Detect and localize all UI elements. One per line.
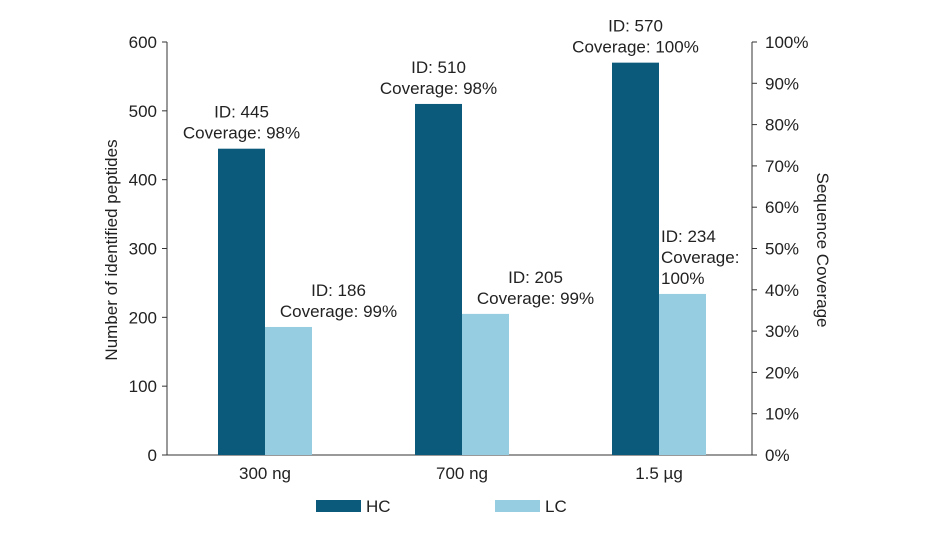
x-tick-label: 700 ng	[436, 464, 488, 483]
y2-tick-label: 30%	[765, 322, 799, 341]
bar-hc	[218, 148, 265, 456]
y2-tick-label: 20%	[765, 363, 799, 382]
y-tick-label: 600	[129, 33, 157, 52]
data-label: Coverage: 98%	[183, 124, 300, 143]
y-tick-label: 100	[129, 377, 157, 396]
data-label: ID: 205	[508, 268, 563, 287]
legend-label: HC	[366, 497, 391, 516]
legend-label: LC	[545, 497, 567, 516]
y-tick-label: 0	[148, 446, 157, 465]
y2-tick-label: 80%	[765, 116, 799, 135]
y2-axis-label: Sequence Coverage	[813, 172, 832, 327]
data-label: ID: 445	[214, 103, 269, 122]
y-tick-label: 200	[129, 308, 157, 327]
x-tick-label: 300 ng	[239, 464, 291, 483]
y2-tick-label: 100%	[765, 33, 808, 52]
y2-tick-label: 40%	[765, 281, 799, 300]
y-tick-label: 300	[129, 240, 157, 259]
y2-tick-label: 60%	[765, 198, 799, 217]
y2-tick-label: 10%	[765, 405, 799, 424]
y2-tick-label: 70%	[765, 157, 799, 176]
x-tick-label: 1.5 µg	[635, 464, 683, 483]
data-label: Coverage: 100%	[572, 38, 699, 57]
data-label: 100%	[661, 269, 704, 288]
data-label: Coverage: 98%	[380, 79, 497, 98]
data-label: ID: 570	[608, 17, 663, 36]
data-label: ID: 186	[311, 281, 366, 300]
data-label: ID: 510	[411, 58, 466, 77]
y2-tick-label: 50%	[765, 240, 799, 259]
bar-lc	[659, 293, 706, 455]
bar-lc	[265, 326, 312, 455]
legend-swatch-hc	[316, 500, 361, 512]
bar-lc	[462, 313, 509, 455]
y-tick-label: 400	[129, 171, 157, 190]
data-label: Coverage: 99%	[280, 302, 397, 321]
data-label: ID: 234	[661, 227, 716, 246]
bar-hc	[415, 103, 462, 455]
y2-tick-label: 90%	[765, 74, 799, 93]
y2-tick-label: 0%	[765, 446, 790, 465]
data-label: Coverage: 99%	[477, 289, 594, 308]
y-tick-label: 500	[129, 102, 157, 121]
bar-hc	[612, 62, 659, 456]
data-label: Coverage:	[661, 248, 739, 267]
y-axis-label: Number of identified peptides	[102, 139, 121, 360]
legend-swatch-lc	[495, 500, 540, 512]
